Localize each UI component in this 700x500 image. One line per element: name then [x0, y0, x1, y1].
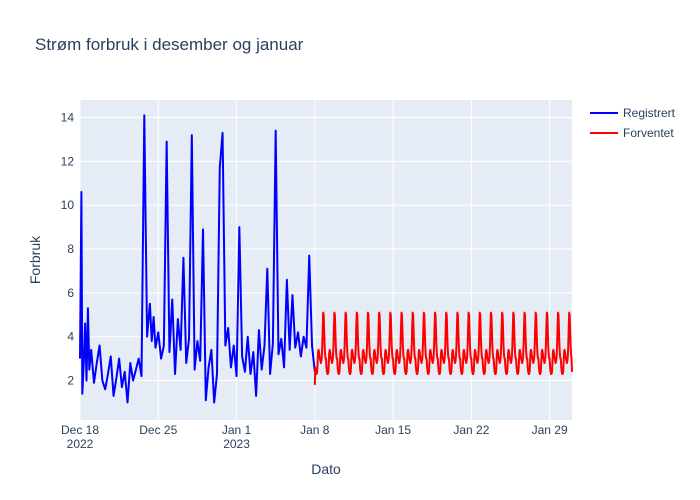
- x-tick-label: Dec 25: [139, 423, 177, 437]
- x-tick-label: Jan 29: [532, 423, 568, 437]
- plot-area: [79, 114, 573, 404]
- x-tick-label: Jan 1: [222, 423, 252, 437]
- legend: Registrert Forventet: [590, 106, 676, 140]
- legend-label-forventet[interactable]: Forventet: [623, 126, 674, 140]
- y-tick-label: 4: [67, 330, 74, 344]
- y-axis-ticks: 2 4 6 8 10 12 14: [61, 111, 75, 388]
- y-tick-label: 14: [61, 111, 75, 125]
- x-tick-label: Jan 8: [300, 423, 330, 437]
- y-tick-label: 10: [61, 198, 75, 212]
- x-tick-sublabel: 2023: [223, 437, 250, 451]
- y-tick-label: 2: [67, 374, 74, 388]
- y-axis-title: Forbruk: [27, 235, 43, 284]
- chart-title: Strøm forbruk i desember og januar: [35, 35, 304, 54]
- y-tick-label: 12: [61, 154, 75, 168]
- y-tick-label: 6: [67, 286, 74, 300]
- x-tick-label: Jan 15: [375, 423, 411, 437]
- legend-label-registrert[interactable]: Registrert: [623, 106, 676, 120]
- x-tick-sublabel: 2022: [67, 437, 94, 451]
- x-tick-label: Jan 22: [453, 423, 489, 437]
- y-tick-label: 8: [67, 242, 74, 256]
- x-axis-title: Dato: [311, 461, 341, 477]
- x-tick-label: Dec 18: [61, 423, 99, 437]
- series-line-registrert: [79, 114, 316, 404]
- series-line-forventet: [313, 311, 573, 385]
